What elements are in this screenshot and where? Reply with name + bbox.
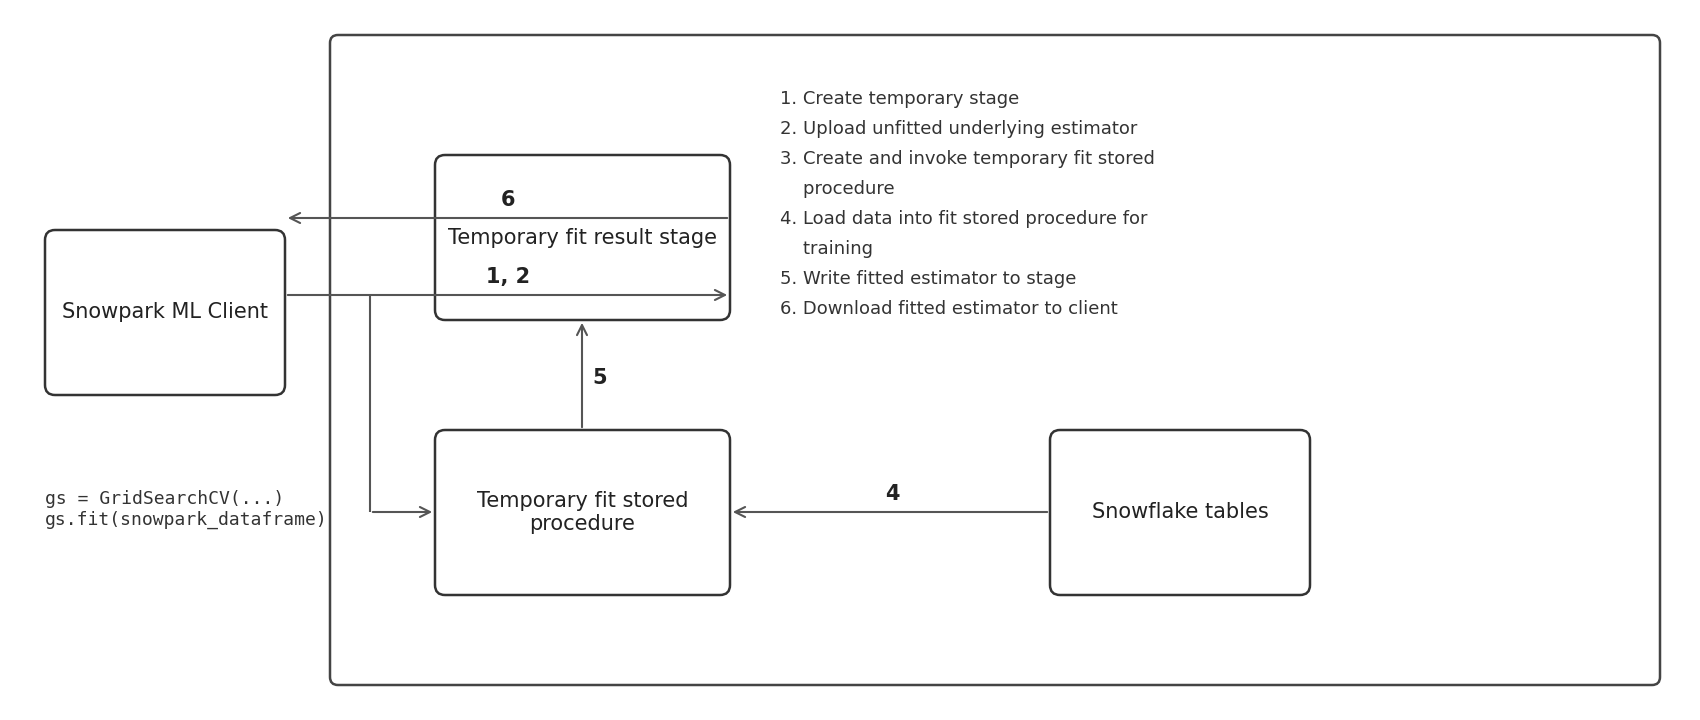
FancyBboxPatch shape <box>1051 430 1311 595</box>
Text: 6. Download fitted estimator to client: 6. Download fitted estimator to client <box>780 300 1119 318</box>
Text: Snowpark ML Client: Snowpark ML Client <box>61 302 269 323</box>
Text: 5. Write fitted estimator to stage: 5. Write fitted estimator to stage <box>780 270 1076 288</box>
FancyBboxPatch shape <box>435 430 729 595</box>
FancyBboxPatch shape <box>44 230 286 395</box>
Text: 3. Create and invoke temporary fit stored: 3. Create and invoke temporary fit store… <box>780 150 1154 168</box>
Text: 5: 5 <box>593 368 607 388</box>
Text: 6: 6 <box>502 190 515 210</box>
Text: Temporary fit stored
procedure: Temporary fit stored procedure <box>476 491 688 534</box>
Text: 4: 4 <box>884 484 899 504</box>
Text: Temporary fit result stage: Temporary fit result stage <box>449 228 717 248</box>
Text: gs = GridSearchCV(...)
gs.fit(snowpark_dataframe): gs = GridSearchCV(...) gs.fit(snowpark_d… <box>44 490 328 529</box>
Text: 4. Load data into fit stored procedure for: 4. Load data into fit stored procedure f… <box>780 210 1148 228</box>
Text: 2. Upload unfitted underlying estimator: 2. Upload unfitted underlying estimator <box>780 120 1137 138</box>
Text: 1, 2: 1, 2 <box>486 267 530 287</box>
Text: procedure: procedure <box>780 180 894 198</box>
Text: training: training <box>780 240 874 258</box>
Text: 1. Create temporary stage: 1. Create temporary stage <box>780 90 1020 108</box>
Text: Snowflake tables: Snowflake tables <box>1091 503 1268 523</box>
FancyBboxPatch shape <box>435 155 729 320</box>
